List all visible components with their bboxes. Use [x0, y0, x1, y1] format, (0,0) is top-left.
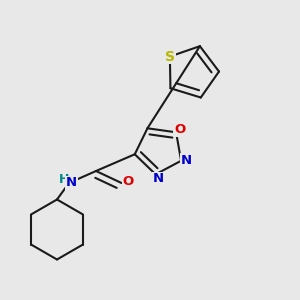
Text: S: S: [165, 50, 175, 64]
Text: N: N: [181, 154, 192, 167]
Text: O: O: [174, 123, 185, 136]
Text: O: O: [122, 175, 134, 188]
Text: N: N: [66, 176, 77, 190]
Text: N: N: [152, 172, 164, 185]
Text: H: H: [59, 173, 69, 186]
